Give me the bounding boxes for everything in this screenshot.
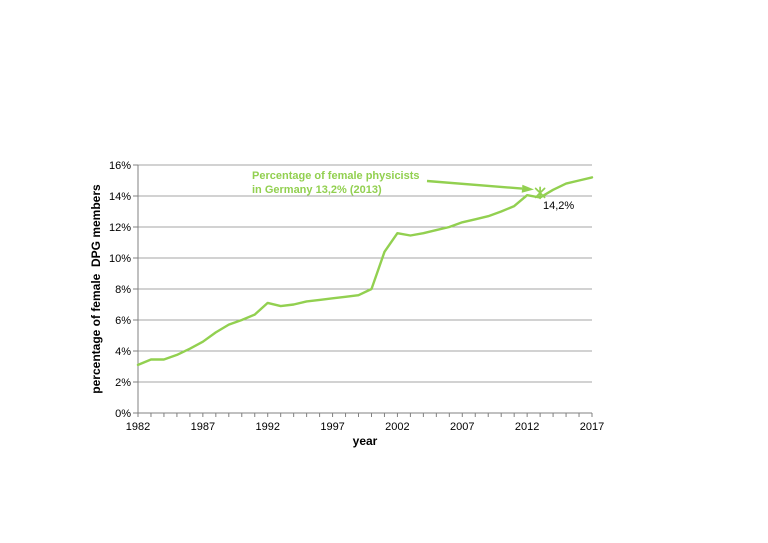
data-line — [136, 176, 594, 367]
x-tick-label: 1997 — [320, 421, 344, 433]
y-tick-label: 10% — [109, 253, 131, 265]
annotation-arrow-shaft — [426, 179, 523, 190]
x-star-marker-icon — [534, 186, 546, 200]
y-axis-title: percentage of female DPG members — [89, 184, 103, 394]
x-tick-label: 1987 — [191, 421, 215, 433]
marker-value-label: 14,2% — [543, 200, 574, 212]
x-tick-label: 2017 — [580, 421, 604, 433]
annotation-line-1: Percentage of female physicists — [252, 170, 420, 182]
x-axis-title: year — [353, 434, 378, 448]
x-tick-label: 2002 — [385, 421, 409, 433]
annotation-line-2: in Germany 13,2% (2013) — [252, 184, 382, 196]
x-tick-label: 2012 — [515, 421, 539, 433]
annotation-arrowhead-icon — [521, 184, 534, 193]
y-tick-label: 12% — [109, 222, 131, 234]
y-tick-label: 6% — [115, 315, 131, 327]
y-tick-label: 0% — [115, 408, 131, 420]
y-tick-label: 14% — [109, 191, 131, 203]
y-tick-label: 16% — [109, 160, 131, 172]
x-tick-label: 2007 — [450, 421, 474, 433]
y-tick-label: 2% — [115, 377, 131, 389]
y-tick-label: 4% — [115, 346, 131, 358]
x-tick-label: 1992 — [255, 421, 279, 433]
x-tick-label: 1982 — [126, 421, 150, 433]
y-tick-label: 8% — [115, 284, 131, 296]
chart-plot-area: 0% 2% 4% 6% 8% 10% 12% 14% 16% 1982 1987 1992 1997 20… — [109, 160, 604, 433]
